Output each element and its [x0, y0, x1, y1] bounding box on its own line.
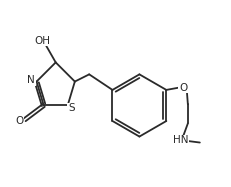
- Text: O: O: [179, 82, 187, 93]
- Text: O: O: [16, 116, 24, 126]
- Text: N: N: [27, 75, 35, 85]
- Text: OH: OH: [35, 36, 51, 46]
- Text: HN: HN: [173, 135, 188, 145]
- Text: S: S: [68, 103, 75, 113]
